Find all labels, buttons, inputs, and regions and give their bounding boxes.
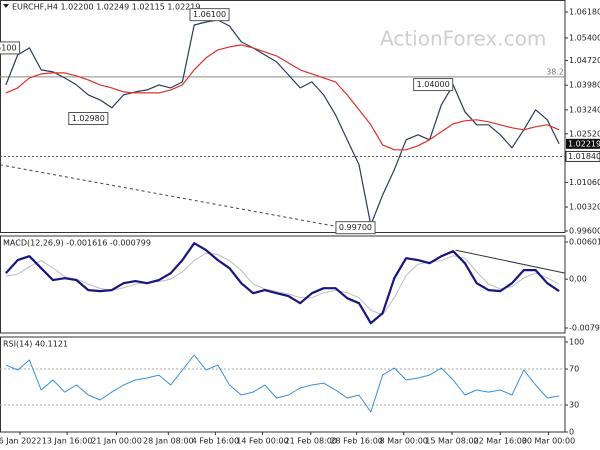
y-tick-label: 1.03240	[569, 105, 600, 114]
rsi-panel	[0, 336, 566, 433]
x-tick-label: 15 Mar 08:00	[425, 437, 478, 446]
y-tick-label: 0	[569, 428, 574, 437]
y-tick-label: 1.03980	[569, 81, 600, 90]
level-label: 38.2	[546, 67, 564, 76]
y-tick-label: 1.02520	[569, 129, 600, 138]
annotation-label: 1.02980	[72, 114, 105, 123]
level-box	[565, 150, 600, 162]
plot-area	[0, 354, 565, 413]
last-price-label: 1.02219	[568, 139, 600, 148]
series-line	[5, 44, 560, 151]
y-tick-label: 1.05400	[569, 33, 600, 42]
watermark: ActionForex.com	[380, 27, 546, 51]
x-tick-label: 28 Jan 08:00	[143, 437, 194, 446]
annotation-box	[189, 8, 230, 22]
x-tick-label: 13 Jan 16:00	[42, 437, 93, 446]
panel-title: RSI(14) 40.1121	[3, 340, 68, 349]
x-tick-label: 22 Mar 16:00	[474, 437, 527, 446]
x-tick-label: 14 Feb 00:00	[236, 437, 288, 446]
x-tick-label: 21 Feb 08:00	[285, 437, 337, 446]
y-tick-label: 0.006017	[569, 238, 600, 247]
x-tick-label: 8 Mar 00:00	[380, 437, 428, 446]
annotation-box	[0, 41, 21, 55]
annotation-label: 1.06100	[193, 10, 226, 19]
annotation-label: 1.05100	[0, 43, 17, 52]
x-tick-label: 30 Mar 00:00	[522, 437, 575, 446]
y-tick-label: 100	[569, 338, 584, 347]
x-tick-label: 28 Feb 16:00	[330, 437, 382, 446]
y-tick-label: 30	[569, 401, 579, 410]
annotation-box	[68, 111, 109, 125]
plot-area	[0, 19, 565, 229]
x-tick-label: 4 Feb 16:00	[192, 437, 239, 446]
y-tick-label: -0.007911	[569, 324, 600, 333]
y-tick-label: 1.01060	[569, 178, 600, 187]
last-price-box	[566, 138, 600, 149]
y-tick-label: 1.06180	[569, 7, 600, 16]
y-tick-label: 70	[569, 365, 579, 374]
y-tick-label: 1.04720	[569, 56, 600, 65]
trendline	[0, 164, 345, 229]
annotation-box	[335, 221, 376, 235]
series-line	[5, 242, 560, 325]
symbol-icon	[3, 4, 9, 8]
y-tick-label: 0.00	[569, 275, 587, 284]
level-label: 1.01840	[568, 152, 600, 161]
x-tick-label: 21 Jan 00:00	[91, 437, 142, 446]
plot-area	[5, 242, 565, 325]
macd-panel	[0, 235, 566, 334]
annotation-box	[413, 78, 454, 92]
x-tick-label: 6 Jan 2022	[0, 437, 41, 446]
price-panel	[0, 0, 566, 233]
annotation-label: 0.99700	[339, 223, 372, 232]
y-tick-label: 0.99600	[569, 227, 600, 236]
series-line	[5, 354, 560, 413]
annotation-label: 1.04000	[417, 80, 450, 89]
series-line	[5, 19, 560, 226]
panel-title: EURCHF,H4 1.02200 1.02249 1.02115 1.0221…	[12, 3, 200, 12]
y-tick-label: 1.00320	[569, 203, 600, 212]
panel-title: MACD(12,26,9) -0.001616 -0.000799	[3, 239, 151, 248]
trendline	[455, 249, 565, 274]
series-line	[5, 252, 560, 316]
